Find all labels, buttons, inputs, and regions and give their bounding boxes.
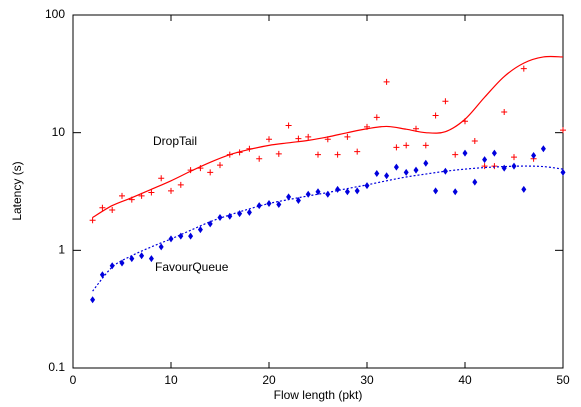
point [89, 217, 96, 224]
point [433, 187, 439, 195]
point [256, 155, 263, 162]
point [403, 142, 410, 149]
point [560, 168, 566, 176]
point [119, 192, 125, 199]
point [560, 127, 566, 134]
x-tick-label: 10 [164, 373, 178, 387]
point [471, 137, 478, 144]
point [481, 163, 488, 170]
point [491, 149, 497, 157]
point [305, 190, 311, 198]
point [188, 232, 194, 240]
point [119, 259, 125, 267]
point [383, 78, 390, 85]
y-tick-label: 1 [58, 243, 65, 257]
point [520, 65, 527, 72]
point [501, 164, 507, 172]
point [531, 151, 537, 159]
point [177, 181, 184, 188]
point [286, 193, 292, 201]
point [403, 168, 409, 176]
point [521, 185, 527, 193]
point [384, 172, 390, 180]
point [373, 114, 380, 121]
point [452, 188, 458, 196]
point [227, 212, 233, 220]
point [207, 169, 214, 176]
point [295, 197, 301, 205]
point [99, 271, 105, 279]
point [354, 187, 360, 195]
y-tick-label: 100 [45, 7, 65, 21]
point [168, 187, 174, 194]
fit-line [92, 55, 564, 219]
point [462, 149, 468, 157]
point [305, 133, 312, 140]
x-tick-label: 40 [458, 373, 472, 387]
point [139, 252, 145, 260]
x-tick-label: 20 [262, 373, 276, 387]
annotation: DropTail [153, 134, 197, 148]
point [540, 145, 546, 153]
point [325, 190, 331, 198]
point [344, 133, 351, 140]
point [158, 243, 164, 251]
point [423, 159, 429, 167]
y-axis-label: Latency (s) [10, 161, 24, 220]
point [472, 178, 478, 186]
point [276, 201, 282, 209]
point [334, 151, 341, 158]
x-tick-label: 50 [556, 373, 570, 387]
point [491, 163, 498, 170]
point [364, 182, 370, 190]
point [442, 98, 449, 105]
point [413, 166, 419, 174]
point [354, 148, 361, 155]
point [422, 142, 429, 149]
point [256, 202, 262, 210]
point [374, 169, 380, 177]
point [482, 156, 488, 164]
point [511, 154, 517, 161]
x-tick-label: 30 [360, 373, 374, 387]
y-tick-label: 0.1 [48, 360, 65, 374]
point [246, 208, 252, 216]
annotation: FavourQueue [155, 260, 229, 274]
point [266, 136, 272, 143]
point [295, 135, 302, 142]
point [197, 226, 203, 234]
point [393, 144, 400, 151]
point [99, 204, 106, 211]
point [90, 296, 96, 304]
point [393, 163, 399, 171]
point [501, 108, 508, 115]
point [158, 175, 165, 182]
point [452, 151, 459, 158]
point [344, 188, 350, 196]
point [315, 151, 321, 158]
point [275, 150, 282, 157]
point [217, 162, 223, 169]
fit-line [92, 165, 564, 292]
y-tick-label: 10 [52, 125, 66, 139]
point [432, 112, 439, 119]
point [148, 255, 154, 263]
x-axis-label: Flow length (pkt) [274, 388, 363, 402]
point [109, 207, 116, 214]
point [285, 122, 292, 129]
x-tick-label: 0 [70, 373, 77, 387]
point [148, 189, 155, 196]
plot-frame [72, 14, 564, 369]
point [335, 185, 341, 193]
